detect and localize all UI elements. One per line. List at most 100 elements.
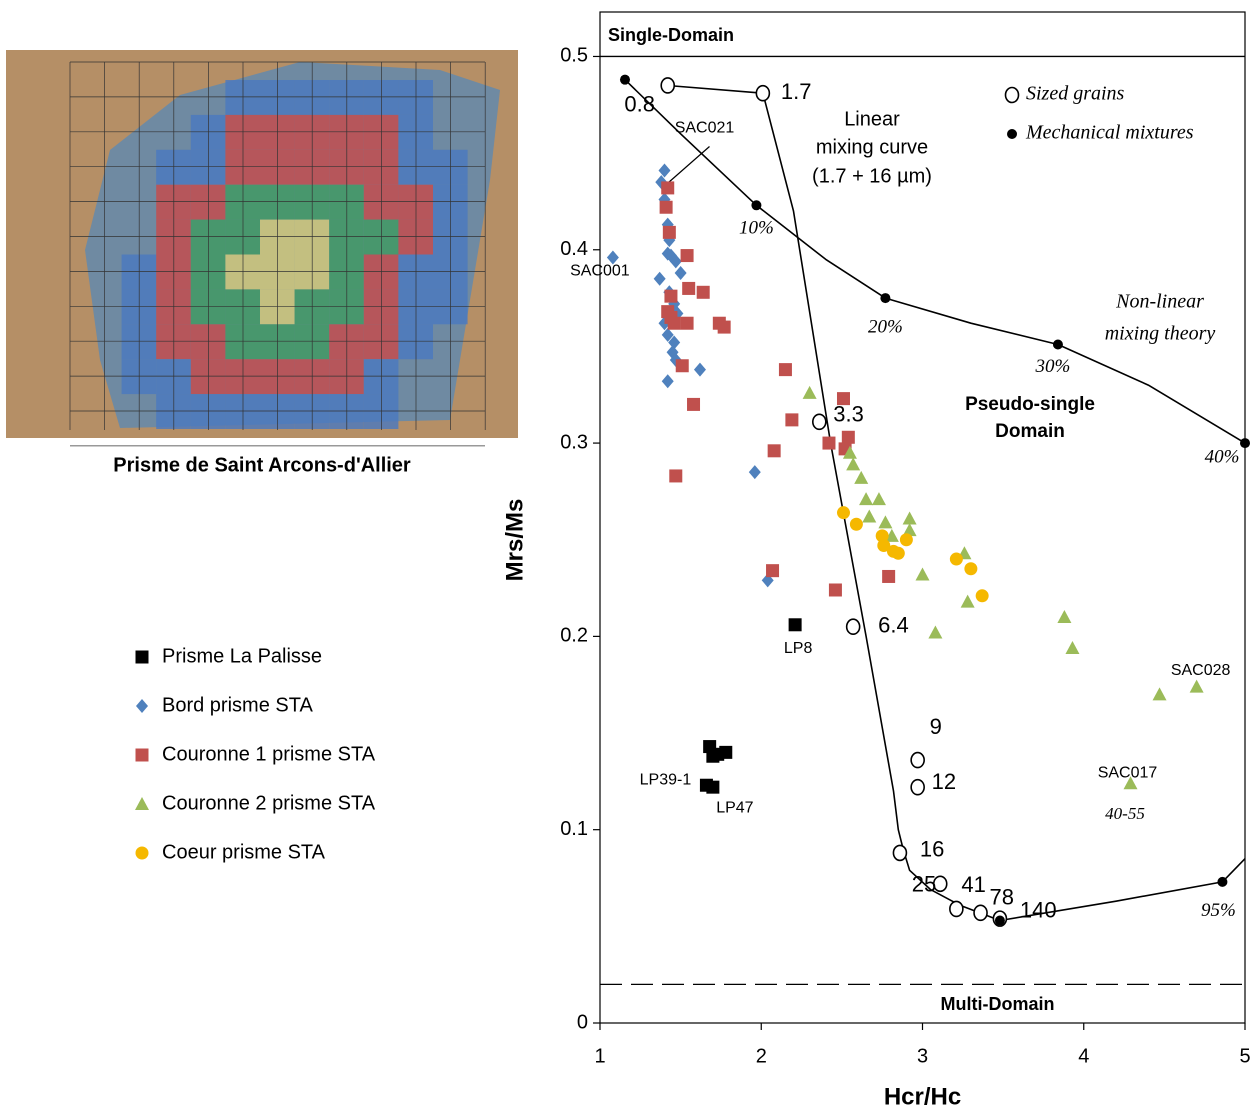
point-label: 95%: [1201, 900, 1236, 921]
marker: [667, 316, 681, 330]
annotation: Domain: [995, 421, 1065, 442]
marker: [1123, 776, 1138, 790]
marker: [693, 362, 706, 377]
annotation: Pseudo-single: [965, 394, 1095, 415]
marker: [822, 436, 836, 450]
marker: [878, 515, 893, 529]
marker: [660, 77, 676, 94]
point-label: 78: [990, 885, 1014, 910]
marker: [668, 335, 681, 350]
marker: [1065, 640, 1080, 654]
marker: [892, 844, 908, 862]
legend-label: Couronne 2 prisme STA: [162, 792, 376, 814]
marker: [828, 583, 842, 597]
mixing-curve: [624, 79, 1246, 922]
marker: [1240, 438, 1250, 449]
marker: [653, 271, 666, 286]
annotation: (1.7 + 16 µm): [812, 165, 932, 187]
marker: [891, 546, 905, 560]
marker: [669, 254, 682, 269]
y-tick-label: 0: [577, 1011, 588, 1033]
y-tick-label: 0.5: [560, 45, 588, 67]
point-label: 30%: [1035, 356, 1071, 377]
marker: [910, 778, 925, 796]
marker: [766, 564, 780, 578]
marker: [661, 374, 674, 389]
marker: [135, 846, 149, 860]
marker: [658, 163, 671, 178]
annotation: mixing theory: [1105, 323, 1216, 345]
point-label: 10%: [739, 218, 774, 239]
legend-label: Couronne 1 prisme STA: [162, 743, 376, 765]
legend-label: Bord prisme STA: [162, 694, 313, 716]
marker: [973, 904, 988, 922]
marker: [706, 749, 720, 763]
marker: [975, 589, 989, 603]
x-tick-label: 5: [1239, 1045, 1250, 1067]
marker: [719, 745, 733, 759]
marker: [932, 875, 948, 893]
y-axis-title: Mrs/Ms: [501, 499, 528, 582]
marker: [135, 797, 149, 810]
marker: [915, 567, 930, 581]
marker: [841, 430, 855, 444]
reference-label: Multi-Domain: [941, 994, 1055, 1014]
marker: [846, 457, 861, 471]
marker: [661, 181, 675, 195]
marker: [755, 84, 771, 102]
marker: [662, 225, 676, 239]
marker: [664, 289, 678, 303]
point-label: SAC017: [1098, 765, 1158, 782]
marker: [669, 469, 683, 483]
marker: [659, 200, 673, 214]
label-pointer: [668, 146, 710, 183]
marker: [682, 281, 696, 295]
point-label: 41: [961, 872, 985, 897]
marker: [1052, 339, 1063, 350]
marker: [849, 517, 863, 531]
point-label: 1.7: [781, 79, 812, 104]
marker: [811, 413, 827, 431]
point-label: LP47: [716, 799, 753, 816]
point-label: 0.8: [624, 91, 655, 116]
marker: [680, 316, 694, 330]
annotation: mixing curve: [816, 136, 928, 158]
point-label: 9: [930, 714, 942, 739]
photo: [6, 50, 518, 447]
point-label: SAC001: [570, 263, 630, 280]
x-tick-label: 2: [756, 1045, 767, 1067]
point-label: SAC028: [1171, 662, 1231, 679]
marker: [875, 529, 889, 543]
point-label: 20%: [868, 316, 903, 337]
point-label: 25: [912, 872, 936, 897]
marker: [910, 751, 925, 769]
point-label: 12: [932, 769, 956, 794]
x-tick-label: 3: [917, 1045, 928, 1067]
marker: [1152, 687, 1167, 701]
marker: [674, 265, 687, 280]
annotation: Linear: [844, 108, 900, 130]
x-tick-label: 4: [1078, 1045, 1089, 1067]
point-label: 40%: [1205, 446, 1240, 467]
marker: [899, 533, 913, 547]
marker: [661, 327, 674, 342]
annotation: 40-55: [1105, 804, 1145, 823]
marker: [882, 569, 896, 583]
marker: [751, 200, 762, 211]
marker: [960, 594, 975, 608]
marker: [871, 492, 886, 506]
reference-label: Single-Domain: [608, 25, 734, 45]
marker: [778, 363, 792, 377]
marker: [767, 444, 781, 458]
marker: [706, 780, 720, 794]
marker: [902, 523, 917, 537]
marker: [680, 249, 694, 263]
marker: [802, 385, 817, 399]
marker: [862, 509, 877, 523]
marker: [877, 539, 891, 553]
marker: [949, 552, 963, 566]
legend-label: Mechanical mixtures: [1025, 122, 1194, 144]
x-axis-title: Hcr/Hc: [884, 1083, 961, 1110]
marker: [687, 397, 701, 411]
